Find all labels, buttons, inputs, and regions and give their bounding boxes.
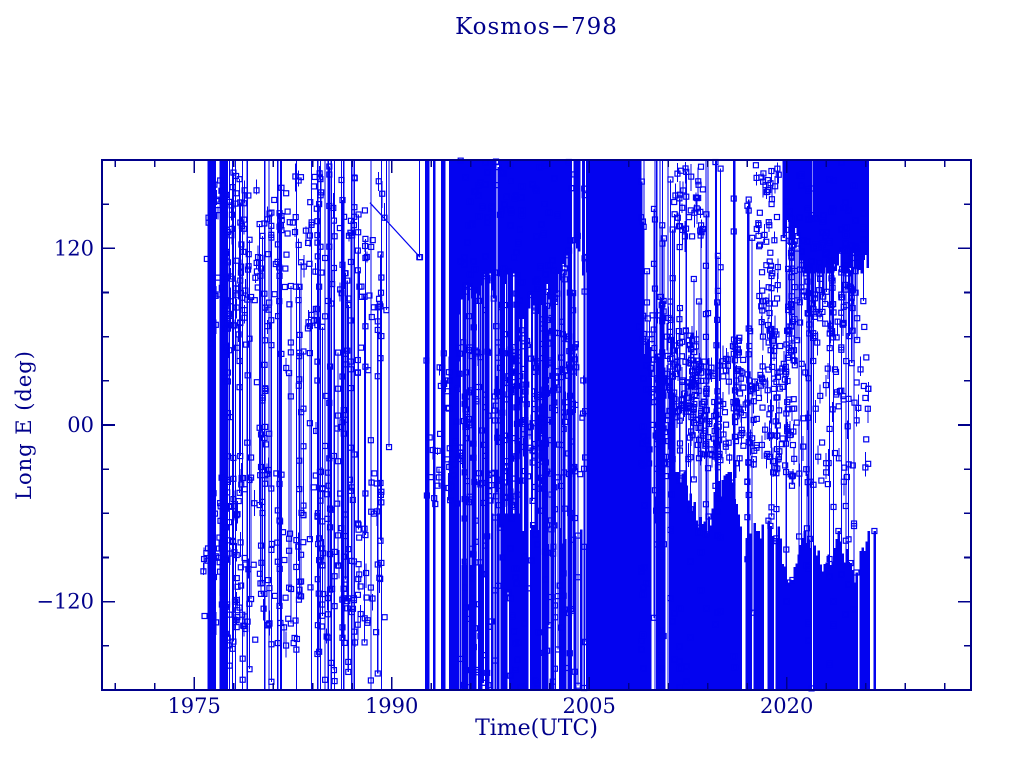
y-tick-label-120: 120	[54, 236, 94, 260]
x-axis-title: Time(UTC)	[475, 716, 598, 741]
x-tick-label-1990: 1990	[365, 694, 418, 718]
x-tick-label-2005: 2005	[562, 694, 615, 718]
x-tick-label-2020: 2020	[760, 694, 813, 718]
y-tick-label-00: 00	[67, 413, 94, 437]
y-tick-label-−120: −120	[36, 590, 94, 614]
x-tick-label-1975: 1975	[167, 694, 220, 718]
chart-title: Kosmos−798	[455, 14, 618, 40]
